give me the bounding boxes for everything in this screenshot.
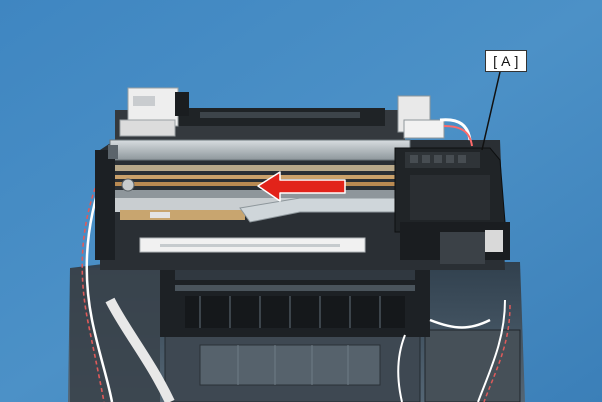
- direction-arrow: [257, 171, 346, 202]
- left-frame: [95, 150, 115, 260]
- paper-path: [160, 262, 430, 337]
- callout-leader-line: [481, 71, 501, 151]
- callout-label-a: [ A ]: [485, 50, 527, 72]
- feed-roller: [120, 197, 396, 253]
- wires: [81, 169, 511, 402]
- printhead-carriage: [394, 147, 510, 264]
- left-white-unit: [119, 87, 189, 137]
- right-white-unit: [397, 95, 473, 147]
